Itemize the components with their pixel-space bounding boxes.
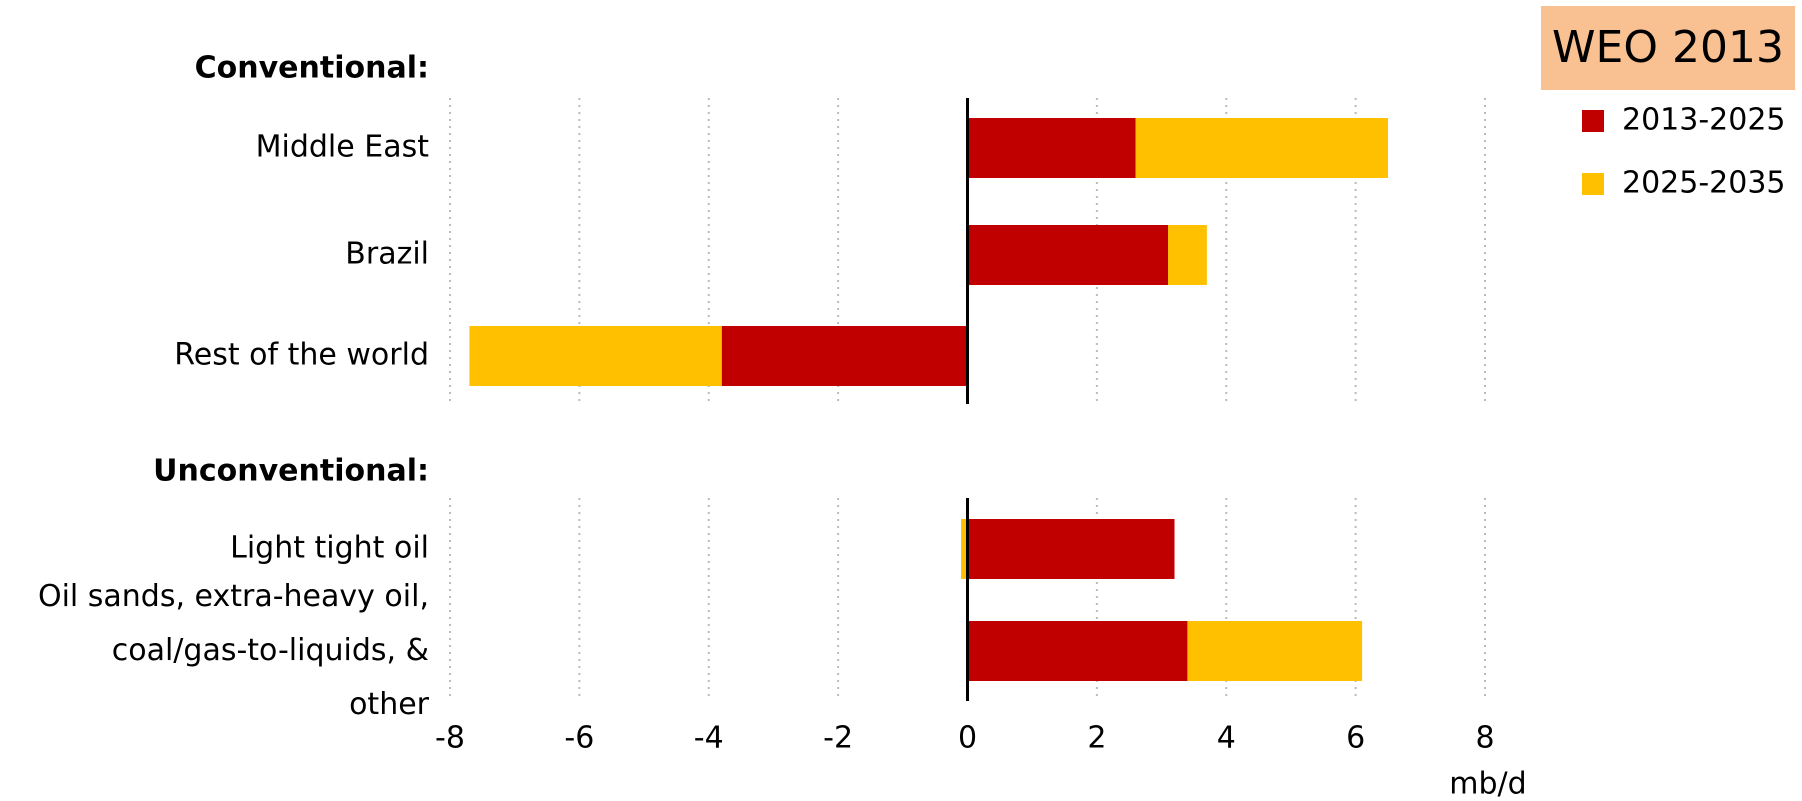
category-label: Middle East: [256, 130, 430, 165]
legend-label: 2013-2025: [1622, 103, 1786, 138]
legend-label: 2025-2035: [1622, 166, 1786, 201]
group-label: Conventional:: [195, 51, 429, 86]
category-label: Brazil: [345, 237, 429, 272]
x-tick-label: -2: [823, 721, 853, 756]
category-label: Rest of the world: [174, 338, 429, 373]
x-tick-label: 8: [1475, 721, 1494, 756]
x-tick-label: 6: [1346, 721, 1365, 756]
label-line: Oil sands, extra-heavy oil,: [38, 579, 429, 614]
legend-title: WEO 2013: [1552, 22, 1784, 73]
bar: [967, 225, 1169, 285]
x-axis-label: mb/d: [1449, 767, 1526, 801]
x-tick-label: -6: [564, 721, 594, 756]
category-label: Light tight oil: [230, 531, 429, 566]
x-tick-label: 4: [1217, 721, 1236, 756]
legend-title-box: [1541, 6, 1795, 90]
bar: [961, 519, 968, 579]
bar: [1187, 621, 1363, 681]
bar: [721, 326, 968, 386]
legend-swatch: [1582, 110, 1604, 132]
bar: [1135, 118, 1388, 178]
bar: [1168, 225, 1207, 285]
label-line: coal/gas-to-liquids, &: [112, 633, 429, 668]
bar: [967, 621, 1188, 681]
bar: [967, 118, 1136, 178]
x-tick-label: 0: [958, 721, 977, 756]
legend-swatch: [1582, 173, 1604, 195]
group-label: Unconventional:: [153, 454, 429, 489]
x-tick-label: 2: [1087, 721, 1106, 756]
x-tick-label: -4: [694, 721, 724, 756]
bar: [967, 519, 1175, 579]
category-label: Oil sands, extra-heavy oil, coal/gas-to-l…: [38, 579, 430, 722]
x-tick-label: -8: [435, 721, 465, 756]
label-line: other: [349, 687, 430, 722]
bar: [469, 326, 722, 386]
